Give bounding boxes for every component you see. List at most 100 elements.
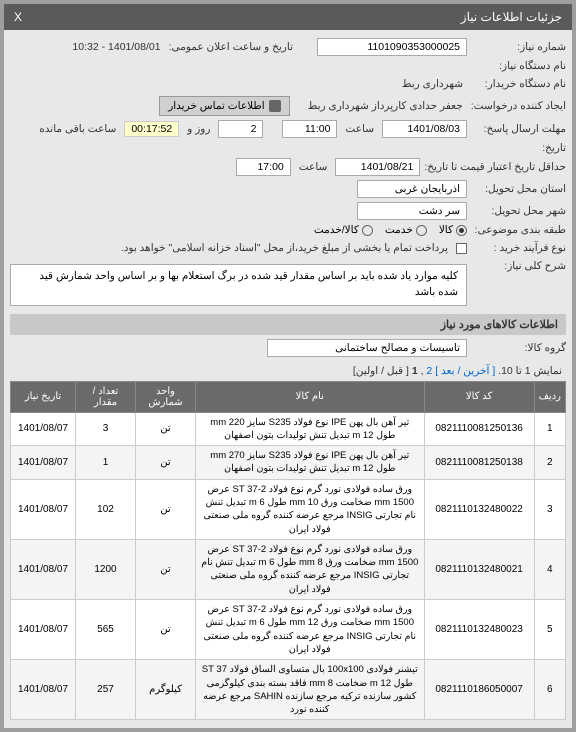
province-label: استان محل تحویل: — [471, 183, 566, 195]
need-no-value: 1101090353000025 — [317, 38, 467, 56]
cell-qty: 1200 — [76, 539, 136, 599]
process-label: نوع فرآیند خرید : — [471, 242, 566, 254]
days-value: 2 — [218, 120, 263, 138]
deadline-time: 11:00 — [282, 120, 337, 138]
category-radios: کالا خدمت کالا/خدمت — [314, 224, 467, 236]
table-row: 60821110186050007تیشنر فولادی 100x100 با… — [11, 660, 566, 720]
cell-qty: 257 — [76, 660, 136, 720]
cell-index: 4 — [534, 539, 565, 599]
announce-label: تاریخ و ساعت اعلان عمومی: — [169, 41, 293, 53]
cell-code: 0821110132480021 — [424, 539, 534, 599]
cell-code: 0821110186050007 — [424, 660, 534, 720]
countdown: 00:17:52 — [124, 121, 179, 137]
creator-value: جعفر حدادی کارپرداز شهرداری ربط — [304, 98, 467, 114]
items-table: ردیف کد کالا نام کالا واحد شمارش تعداد /… — [10, 381, 566, 721]
radio-service[interactable]: خدمت — [385, 224, 427, 236]
cell-qty: 565 — [76, 600, 136, 660]
remain-label: ساعت باقی مانده — [35, 121, 120, 137]
creator-label: ایجاد کننده درخواست: — [471, 100, 566, 112]
cell-name: تیشنر فولادی 100x100 بال متساوی الساق فو… — [196, 660, 425, 720]
cell-unit: تن — [136, 600, 196, 660]
cell-unit: تن — [136, 446, 196, 480]
table-row: 20821110081250138تیر آهن بال پهن IPE نوع… — [11, 446, 566, 480]
contact-icon — [269, 100, 281, 112]
desc-label: شرح کلی نیاز: — [471, 260, 566, 272]
cell-date: 1401/08/07 — [11, 539, 76, 599]
group-label: گروه کالا: — [471, 342, 566, 354]
window-title: جزئیات اطلاعات نیاز — [461, 10, 562, 24]
cell-name: ورق ساده فولادی نورد گرم نوع فولاد ST 37… — [196, 479, 425, 539]
th-qty: تعداد / مقدار — [76, 381, 136, 412]
table-row: 50821110132480023ورق ساده فولادی نورد گر… — [11, 600, 566, 660]
days-label: روز و — [183, 121, 214, 137]
cell-code: 0821110081250136 — [424, 412, 534, 446]
cell-date: 1401/08/07 — [11, 446, 76, 480]
cell-index: 3 — [534, 479, 565, 539]
cell-name: تیر آهن بال پهن IPE نوع فولاد S235 سایز … — [196, 412, 425, 446]
cell-unit: کیلوگرم — [136, 660, 196, 720]
th-name: نام کالا — [196, 381, 425, 412]
process-text: پرداخت تمام یا بخشی از مبلغ خرید،از محل … — [117, 240, 452, 256]
table-row: 10821110081250136تیر آهن بال پهن IPE نوع… — [11, 412, 566, 446]
pager-prev: [ قبل / اولین] — [353, 365, 409, 377]
items-section-header: اطلاعات کالاهای مورد نیاز — [10, 314, 566, 335]
deadline-label: مهلت ارسال پاسخ: — [471, 123, 566, 135]
radio-icon — [416, 225, 427, 236]
cell-name: تیر آهن بال پهن IPE نوع فولاد S235 سایز … — [196, 446, 425, 480]
th-code: کد کالا — [424, 381, 534, 412]
buyer-value: شهرداری ربط — [398, 76, 467, 92]
cell-index: 5 — [534, 600, 565, 660]
device-label: نام دستگاه نیاز: — [471, 60, 566, 72]
radio-icon — [456, 225, 467, 236]
radio-icon — [362, 225, 373, 236]
radio-gs-label: کالا/خدمت — [314, 224, 359, 236]
cell-date: 1401/08/07 — [11, 660, 76, 720]
validity-label: حداقل تاریخ اعتبار قیمت تا تاریخ: — [424, 161, 566, 173]
pager-p2[interactable]: 2 — [426, 365, 432, 377]
pager-last[interactable]: [ آخرین — [463, 365, 495, 377]
table-header-row: ردیف کد کالا نام کالا واحد شمارش تعداد /… — [11, 381, 566, 412]
city-value: سر دشت — [357, 202, 467, 220]
cell-code: 0821110081250138 — [424, 446, 534, 480]
cell-unit: تن — [136, 539, 196, 599]
province-value: اذربایجان غربی — [357, 180, 467, 198]
cell-qty: 102 — [76, 479, 136, 539]
cell-name: ورق ساده فولادی نورد گرم نوع فولاد ST 37… — [196, 600, 425, 660]
radio-goods-label: کالا — [439, 224, 453, 236]
validity-time: 17:00 — [236, 158, 291, 176]
cell-code: 0821110132480023 — [424, 600, 534, 660]
cell-index: 2 — [534, 446, 565, 480]
pager: نمایش 1 تا 10. [ آخرین / بعد ] 2 , 1 [ ق… — [10, 361, 566, 381]
cell-qty: 1 — [76, 446, 136, 480]
table-row: 30821110132480022ورق ساده فولادی نورد گر… — [11, 479, 566, 539]
category-label: طبقه بندی موضوعی: — [471, 224, 566, 236]
pager-p1: 1 — [412, 365, 418, 377]
cell-date: 1401/08/07 — [11, 412, 76, 446]
cell-date: 1401/08/07 — [11, 479, 76, 539]
radio-goods[interactable]: کالا — [439, 224, 467, 236]
radio-goods-service[interactable]: کالا/خدمت — [314, 224, 373, 236]
table-row: 40821110132480021ورق ساده فولادی نورد گر… — [11, 539, 566, 599]
titlebar: جزئیات اطلاعات نیاز X — [4, 4, 572, 30]
th-unit: واحد شمارش — [136, 381, 196, 412]
cell-index: 1 — [534, 412, 565, 446]
need-no-label: شماره نیاز: — [471, 41, 566, 53]
cell-name: ورق ساده فولادی نورد گرم نوع فولاد ST 37… — [196, 539, 425, 599]
pager-text: نمایش 1 تا 10. — [498, 365, 562, 377]
city-label: شهر محل تحویل: — [471, 205, 566, 217]
cell-unit: تن — [136, 412, 196, 446]
process-checkbox[interactable] — [456, 243, 467, 254]
time-label-2: ساعت — [295, 159, 332, 175]
announce-value: 1401/08/01 - 10:32 — [68, 39, 164, 55]
contact-button[interactable]: اطلاعات تماس خریدار — [159, 96, 289, 116]
contact-label: اطلاعات تماس خریدار — [168, 100, 264, 112]
cell-index: 6 — [534, 660, 565, 720]
cell-unit: تن — [136, 479, 196, 539]
th-index: ردیف — [534, 381, 565, 412]
buyer-label: نام دستگاه خریدار: — [471, 78, 566, 90]
cell-qty: 3 — [76, 412, 136, 446]
pager-sep: , — [421, 365, 424, 377]
deadline-date: 1401/08/03 — [382, 120, 467, 138]
pager-next[interactable]: / بعد ] — [435, 365, 460, 377]
close-icon[interactable]: X — [14, 10, 22, 24]
